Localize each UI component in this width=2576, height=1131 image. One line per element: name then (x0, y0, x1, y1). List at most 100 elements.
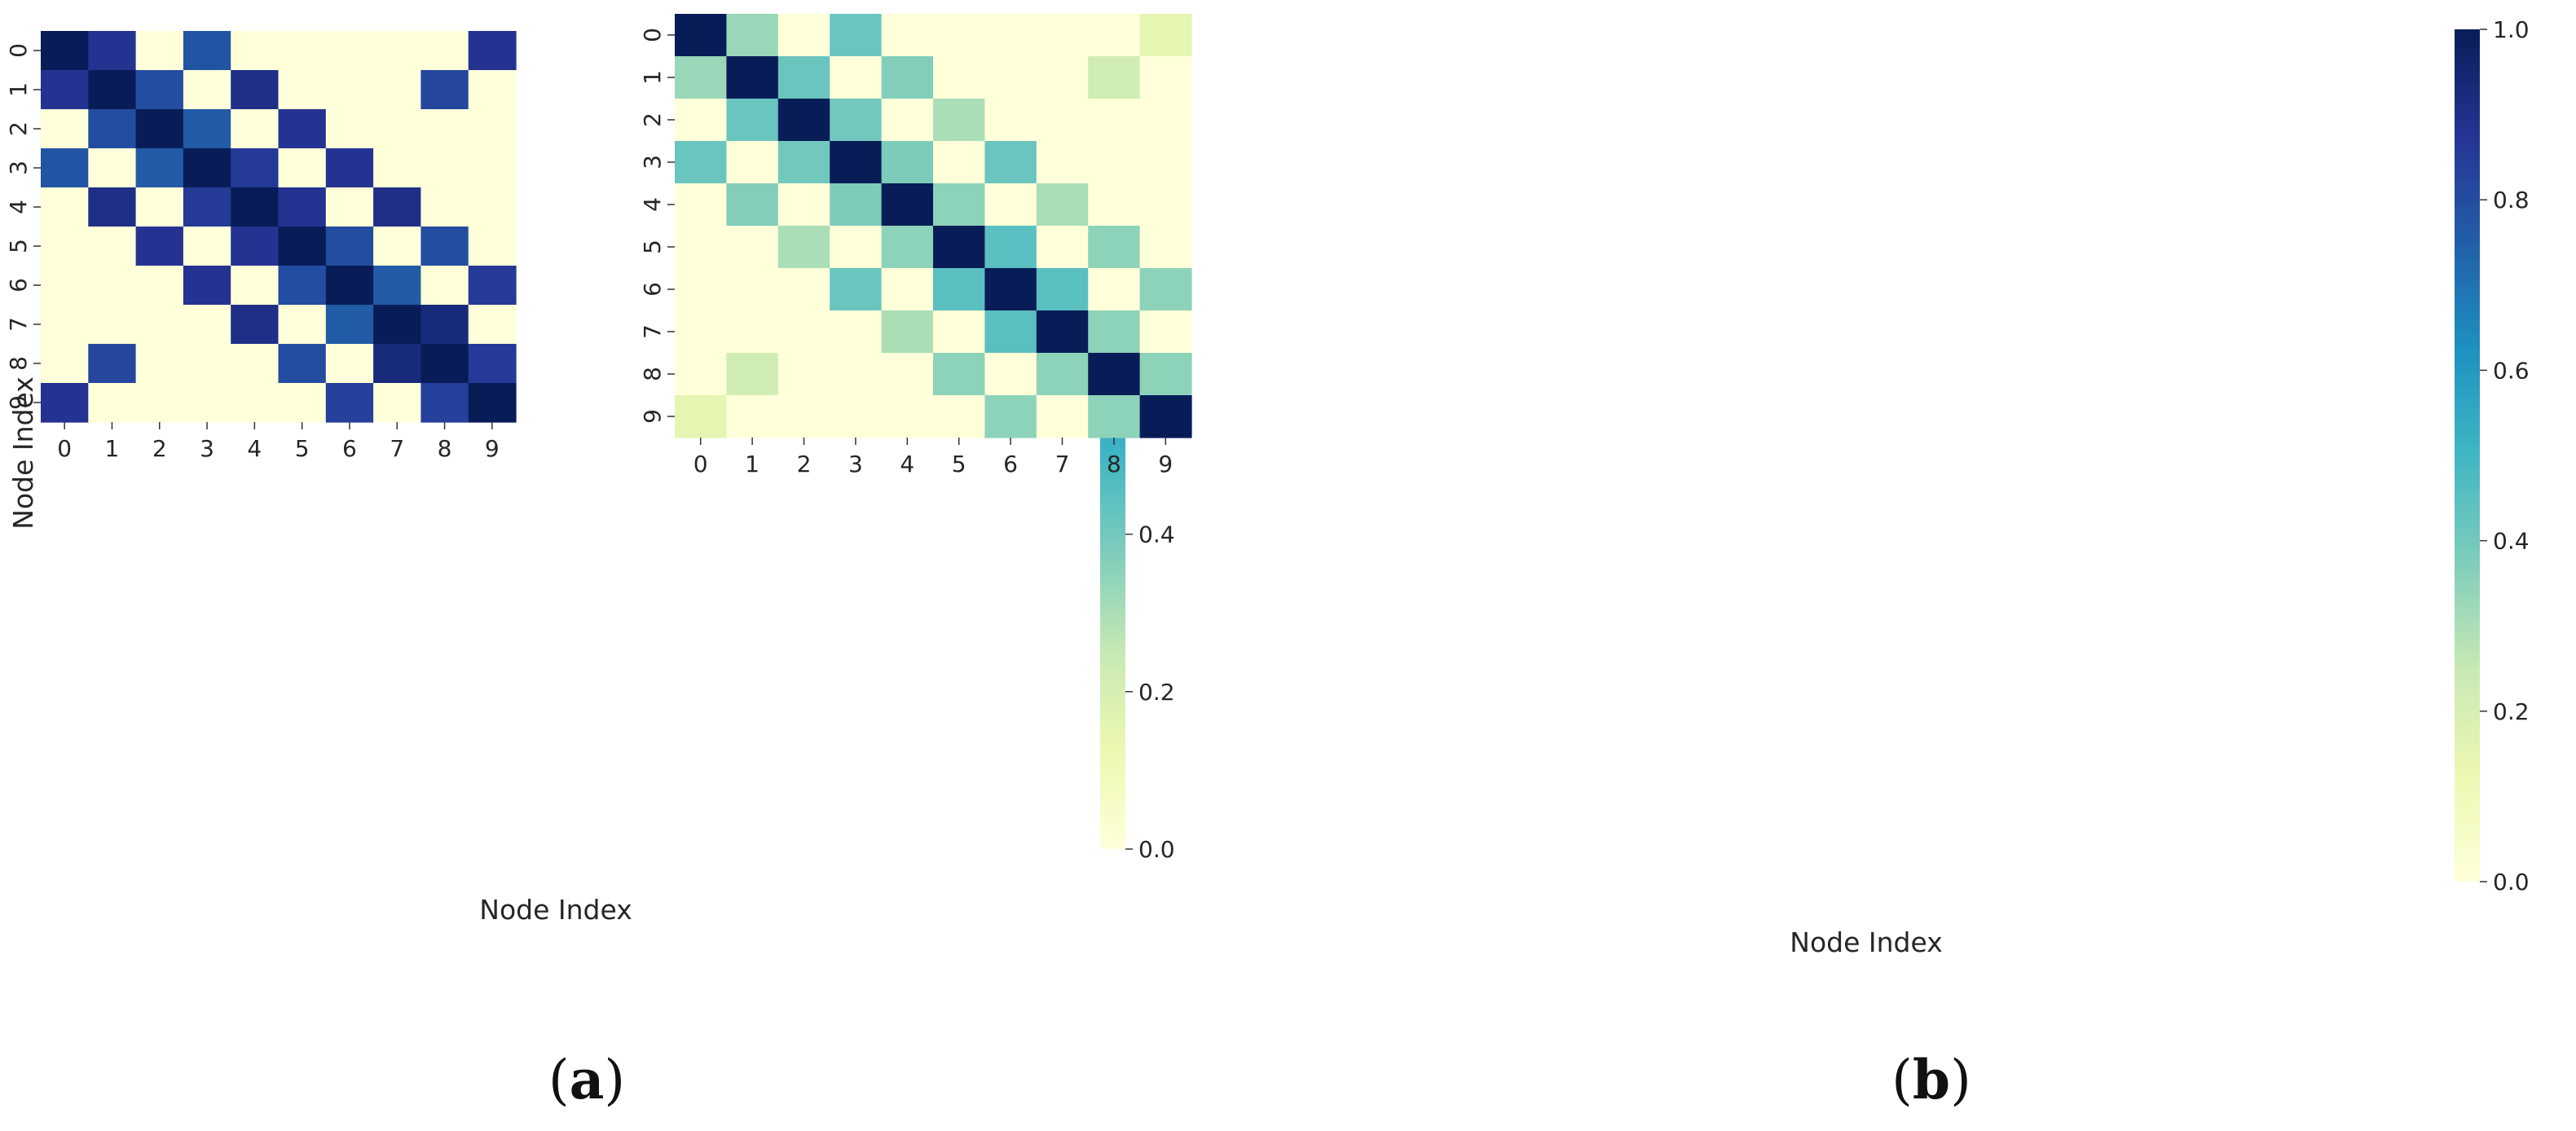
heatmap-b-cell-6-5 (933, 268, 985, 311)
heatmap-b-cell-7-9 (1139, 310, 1192, 354)
heatmap-b-cell-9-5 (933, 395, 985, 438)
heatmap-b-cell-7-7 (1036, 310, 1089, 354)
heatmap-b-cell-3-1 (726, 141, 779, 184)
heatmap-b-cells (675, 14, 1192, 438)
heatmap-a-cell-4-5 (278, 187, 327, 227)
heatmap-a-cell-9-7 (373, 383, 421, 423)
heatmap-a-cell-5-9 (468, 227, 517, 266)
heatmap-b-cell-6-0 (675, 268, 727, 311)
heatmap-b-x-tick-label: 4 (900, 451, 914, 477)
heatmap-b-cell-9-2 (777, 395, 830, 438)
heatmap-a-cell-3-8 (421, 148, 469, 188)
heatmap-a-cell-7-8 (421, 305, 469, 345)
heatmap-a-cell-0-2 (135, 31, 184, 71)
heatmap-a-cell-3-4 (231, 148, 280, 188)
heatmap-a-cell-1-0 (41, 70, 89, 110)
heatmap-b-cell-0-3 (830, 14, 883, 57)
heatmap-b-cell-0-4 (881, 14, 934, 57)
heatmap-a-cell-8-1 (88, 344, 137, 384)
heatmap-a-cell-9-5 (278, 383, 327, 423)
heatmap-b-cell-1-1 (726, 56, 779, 99)
heatmap-a-cell-6-2 (135, 266, 184, 306)
heatmap-a-cell-8-2 (135, 344, 184, 384)
heatmap-b-x-tick-label: 0 (694, 451, 708, 477)
heatmap-b-cell-7-2 (777, 310, 830, 354)
heatmap-a-cell-9-0 (41, 383, 89, 423)
heatmap-a-y-tick-label: 9 (5, 395, 32, 410)
heatmap-a-cell-1-8 (421, 70, 469, 110)
heatmap-b-colorbar-tick-label: 0.6 (2493, 357, 2530, 384)
heatmap-b-cell-7-8 (1088, 310, 1141, 354)
heatmap-a-cell-1-6 (325, 70, 374, 110)
heatmap-a-cell-0-0 (41, 31, 89, 71)
heatmap-a-cell-0-8 (421, 31, 469, 71)
heatmap-b-x-tick-label: 3 (848, 451, 863, 477)
heatmap-a-y-tick-label: 8 (5, 356, 32, 371)
heatmap-a-cell-2-5 (278, 109, 327, 149)
heatmap-b-cell-2-6 (984, 99, 1037, 142)
heatmap-b-cell-5-7 (1036, 226, 1089, 269)
heatmap-a-cell-8-0 (41, 344, 89, 384)
heatmap-a-cell-5-7 (373, 227, 421, 266)
heatmap-b-cell-5-1 (726, 226, 779, 269)
heatmap-b-cell-5-0 (675, 226, 727, 269)
heatmap-a-cell-1-2 (135, 70, 184, 110)
heatmap-b-colorbar-tick-label: 0.0 (2493, 869, 2530, 896)
heatmap-a-cell-9-2 (135, 383, 184, 423)
heatmap-b-cell-0-0 (675, 14, 727, 57)
heatmap-a-cell-2-2 (135, 109, 184, 149)
heatmap-b-cell-5-2 (777, 226, 830, 269)
heatmap-a-cell-8-6 (325, 344, 374, 384)
heatmap-b-cell-9-6 (984, 395, 1037, 438)
heatmap-a-cell-4-6 (325, 187, 374, 227)
heatmap-b-y-tick-label: 9 (639, 409, 666, 424)
heatmap-a-cell-6-6 (325, 266, 374, 306)
heatmap-b-cell-9-0 (675, 395, 727, 438)
heatmap-a-x-tick-label: 2 (152, 435, 167, 462)
heatmap-a-cell-2-9 (468, 109, 517, 149)
heatmap-a-cell-8-9 (468, 344, 517, 384)
heatmap-a-cell-9-8 (421, 383, 469, 423)
heatmap-a-cell-1-1 (88, 70, 137, 110)
heatmap-b-cell-9-3 (830, 395, 883, 438)
heatmap-a-cells (41, 31, 517, 423)
heatmap-b-cell-2-9 (1139, 99, 1192, 142)
panel-label-b: (b) (1891, 1048, 1971, 1111)
heatmap-a-y-tick-label: 4 (5, 200, 32, 214)
heatmap-a-cell-9-3 (183, 383, 231, 423)
heatmap-a-y-tick-label: 2 (5, 121, 32, 136)
heatmap-a-cell-4-2 (135, 187, 184, 227)
heatmap-b-x-tick-label: 5 (952, 451, 967, 477)
heatmap-a-cell-6-3 (183, 266, 231, 306)
heatmap-a-x-tick-label: 1 (105, 435, 120, 462)
heatmap-b-cell-1-7 (1036, 56, 1089, 99)
heatmap-b-cell-7-5 (933, 310, 985, 354)
heatmap-b-cell-5-3 (830, 226, 883, 269)
heatmap-b-x-tick-label: 2 (797, 451, 812, 477)
heatmap-b-colorbar-tick-label: 1.0 (2493, 16, 2530, 43)
heatmap-b-colorbar: 0.0 0.2 0.4 0.6 0.8 1.0 (2455, 16, 2530, 896)
heatmap-a-x-tick-label: 4 (247, 435, 262, 462)
heatmap-b-cell-0-6 (984, 14, 1037, 57)
heatmap-b-cell-3-6 (984, 141, 1037, 184)
heatmap-a-cell-8-7 (373, 344, 421, 384)
heatmap-b-y-tick-label: 7 (639, 324, 666, 339)
heatmap-b-cell-7-4 (881, 310, 934, 354)
heatmap-a-cell-5-5 (278, 227, 327, 266)
heatmap-b-cell-5-4 (881, 226, 934, 269)
heatmap-b-y-tick-label: 5 (639, 240, 666, 254)
heatmap-a-cell-4-9 (468, 187, 517, 227)
heatmap-a-cell-8-3 (183, 344, 231, 384)
heatmap-b-x-label: Node Index (1790, 926, 1942, 958)
heatmap-b-cell-3-9 (1139, 141, 1192, 184)
heatmap-a-cell-2-1 (88, 109, 137, 149)
heatmap-a-cell-1-9 (468, 70, 517, 110)
heatmap-a-y-ticks: 0 1 2 3 4 5 6 7 8 9 (5, 43, 41, 410)
heatmap-b-cell-4-1 (726, 183, 779, 227)
heatmap-a-x-tick-label: 7 (390, 435, 404, 462)
heatmap-b-colorbar-tick-label: 0.4 (2493, 528, 2530, 555)
heatmap-a-x-label: Node Index (479, 894, 632, 926)
heatmap-a-cell-4-1 (88, 187, 137, 227)
heatmap-a-cell-6-7 (373, 266, 421, 306)
heatmap-b-cell-6-4 (881, 268, 934, 311)
